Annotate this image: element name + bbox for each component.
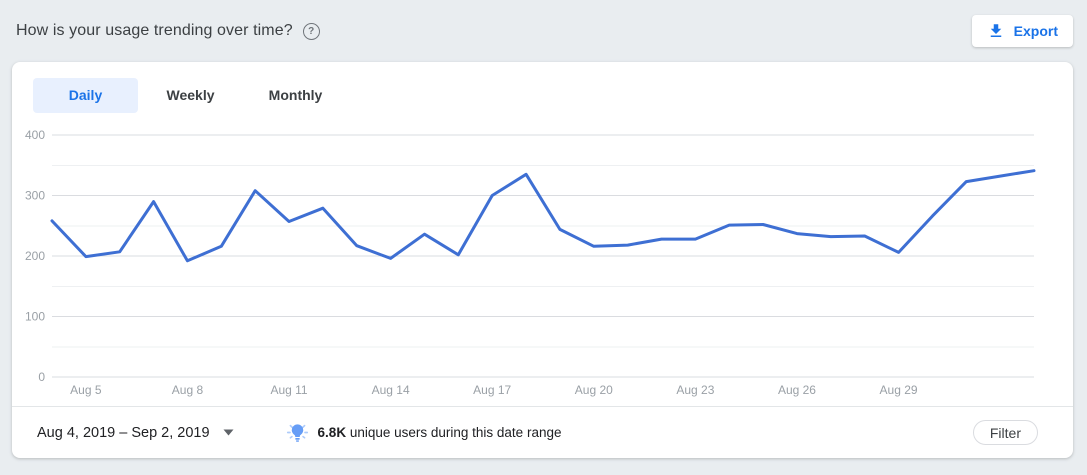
svg-text:Aug 29: Aug 29 [880,383,918,397]
tab-monthly[interactable]: Monthly [243,78,348,113]
help-icon[interactable]: ? [302,22,320,40]
svg-text:300: 300 [25,189,45,203]
svg-text:100: 100 [25,310,45,324]
tab-list: Daily Weekly Monthly [12,62,1073,113]
lightbulb-icon [286,421,309,444]
usage-line-chart: 0 100 200 300 400 Aug 5 Aug 8 Aug 11 Aug 14 Aug 1… [25,128,1036,397]
svg-text:Aug 17: Aug 17 [473,383,511,397]
svg-text:Aug 23: Aug 23 [676,383,714,397]
insight-message: 6.8K unique users during this date range [318,425,562,440]
tab-weekly[interactable]: Weekly [138,78,243,113]
chart-footer: Aug 4, 2019 – Sep 2, 2019 [12,406,1073,458]
svg-text:400: 400 [25,128,45,142]
svg-text:Aug 14: Aug 14 [372,383,410,397]
date-range-selector[interactable]: Aug 4, 2019 – Sep 2, 2019 [37,425,234,441]
insight: 6.8K unique users during this date range [286,421,562,444]
download-icon [987,22,1005,40]
svg-text:Aug 5: Aug 5 [70,383,102,397]
insight-value: 6.8K [317,425,347,440]
usage-chart: 0 100 200 300 400 Aug 5 Aug 8 Aug 11 Aug 14 Aug 1… [12,113,1073,406]
export-button[interactable]: Export [971,15,1073,47]
usage-card: Daily Weekly Monthly 0 100 200 300 400 Aug 5 A… [12,62,1073,458]
dropdown-caret-icon [223,429,234,436]
svg-text:Aug 8: Aug 8 [172,383,204,397]
tab-daily[interactable]: Daily [33,78,138,113]
svg-text:0: 0 [38,370,45,384]
filter-button[interactable]: Filter [972,420,1038,445]
insight-text: unique users during this date range [346,425,562,440]
export-label: Export [1013,23,1058,39]
header: How is your usage trending over time? ? … [0,0,1087,62]
svg-text:Aug 20: Aug 20 [575,383,613,397]
svg-text:Aug 11: Aug 11 [270,383,307,397]
svg-text:Aug 26: Aug 26 [778,383,816,397]
date-range-label: Aug 4, 2019 – Sep 2, 2019 [37,424,210,441]
svg-text:200: 200 [25,249,45,263]
page-title: How is your usage trending over time? [16,22,293,39]
